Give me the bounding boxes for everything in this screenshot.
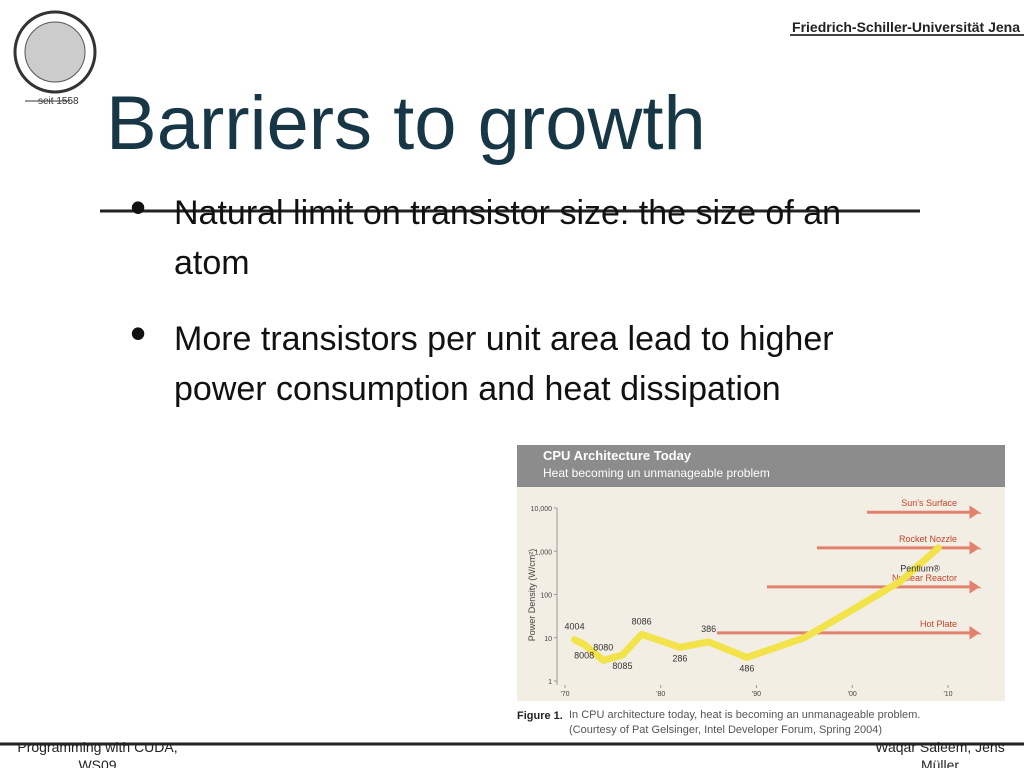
figure-title: CPU Architecture Today <box>543 448 692 463</box>
x-tick-label: '70 <box>560 691 569 698</box>
point-label: 386 <box>701 624 716 634</box>
reference-arrow <box>817 541 982 555</box>
point-label: 486 <box>739 663 754 673</box>
slide-title: Barriers to growth <box>106 81 706 166</box>
figure: CPU Architecture Today Heat becoming un … <box>517 445 1005 722</box>
reference-label: Rocket Nozzle <box>899 534 957 544</box>
point-label: 8080 <box>593 642 613 652</box>
reference-label: Sun's Surface <box>901 498 957 508</box>
footer-left: Programming with CUDA, WS09 <box>17 739 178 768</box>
footer-right: Waqar Saleem, Jens Müller <box>875 739 1005 768</box>
caption: In CPU architecture today, heat is becom… <box>569 709 921 736</box>
seal-inner <box>24 21 86 83</box>
point-label: 286 <box>672 653 687 663</box>
y-axis-label: Power Density (W/cm²) <box>527 549 537 642</box>
y-tick-label: 1,000 <box>534 549 552 556</box>
point-label: 8008 <box>574 650 594 660</box>
y-tick-label: 100 <box>540 593 552 600</box>
bullet: Natural limit on transistor size: the si… <box>130 182 914 288</box>
x-tick-label: '90 <box>752 691 761 698</box>
x-tick-label: '00 <box>848 691 857 698</box>
university: Friedrich-Schiller-Universität Jena <box>792 19 1020 35</box>
bullet: More transistors per unit area lead to h… <box>130 308 874 414</box>
y-tick-label: 1 <box>548 679 552 686</box>
reference-arrow <box>767 580 982 594</box>
point-label: Pentium® <box>900 563 940 573</box>
seal <box>13 10 97 94</box>
caption-label: Figure 1. <box>517 710 563 722</box>
figure-header <box>517 445 1005 487</box>
reference-label: Hot Plate <box>920 619 957 629</box>
point-label: 8085 <box>612 661 632 671</box>
point-label: 4004 <box>565 622 585 632</box>
reference-label: Nuclear Reactor <box>892 573 957 583</box>
y-tick-label: 10 <box>544 636 552 643</box>
x-tick-label: '10 <box>943 691 952 698</box>
data-line <box>571 544 942 664</box>
point-label: 8086 <box>632 616 652 626</box>
y-tick-label: 10,000 <box>531 506 553 513</box>
seal-text: seit 1558 <box>38 96 79 107</box>
reference-arrow <box>717 626 982 640</box>
x-tick-label: '80 <box>656 691 665 698</box>
figure-subtitle: Heat becoming un unmanageable problem <box>543 466 770 480</box>
reference-arrow <box>867 505 982 519</box>
